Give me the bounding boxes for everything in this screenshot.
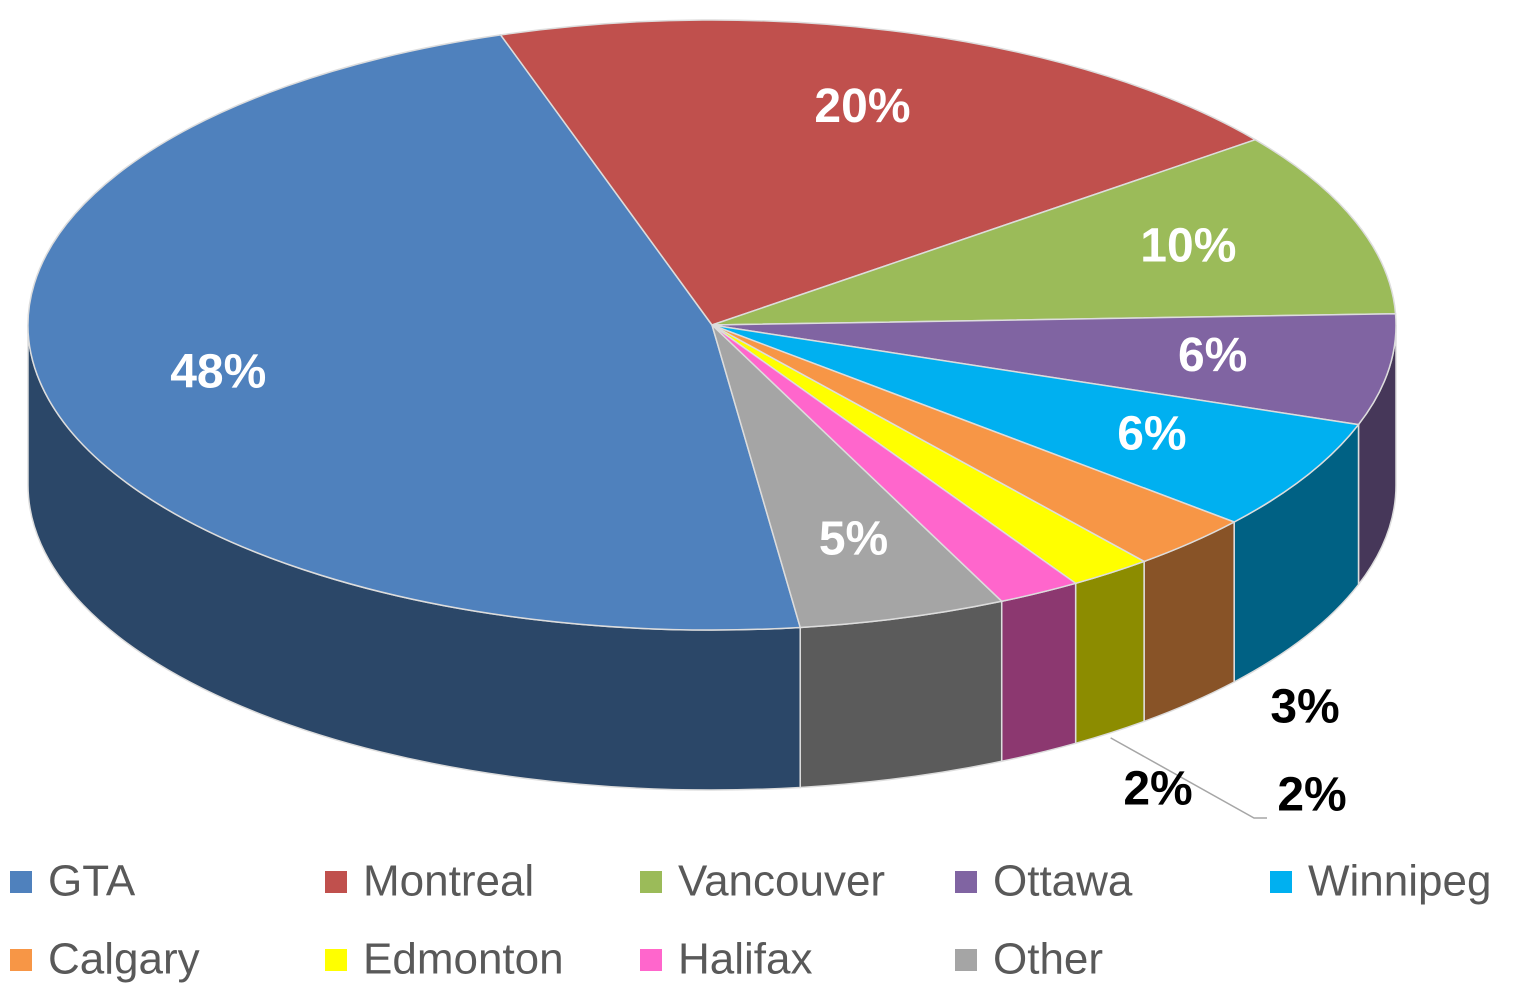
slice-side xyxy=(799,600,1003,789)
data-label: 48% xyxy=(170,345,266,398)
leader-line xyxy=(1110,737,1267,819)
legend-swatch xyxy=(10,871,32,893)
legend-label: Montreal xyxy=(363,857,534,906)
slice xyxy=(711,138,1397,326)
data-label: 2% xyxy=(1277,769,1346,822)
legend-swatch xyxy=(325,949,347,971)
legend-swatch xyxy=(1270,871,1292,893)
data-label: 5% xyxy=(819,512,888,565)
legend-swatch xyxy=(325,871,347,893)
slice xyxy=(27,34,802,631)
legend-label: Ottawa xyxy=(993,857,1133,906)
legend-swatch xyxy=(10,949,32,971)
data-label: 10% xyxy=(1140,219,1236,272)
legend-label: Vancouver xyxy=(678,857,885,906)
legend-swatch xyxy=(955,949,977,971)
legend-label: Other xyxy=(993,935,1103,984)
data-label: 6% xyxy=(1117,407,1186,460)
legend-swatch xyxy=(640,871,662,893)
data-label: 3% xyxy=(1270,681,1339,734)
slice xyxy=(710,322,1004,629)
legend-label: Winnipeg xyxy=(1308,857,1491,906)
slice xyxy=(499,19,1258,326)
data-label: 2% xyxy=(1123,763,1192,816)
data-label: 20% xyxy=(814,80,910,133)
legend-swatch xyxy=(955,871,977,893)
slice xyxy=(711,324,1360,523)
data-label: 6% xyxy=(1178,329,1247,382)
slice xyxy=(711,312,1397,426)
legend-label: GTA xyxy=(48,857,136,906)
legend-label: Edmonton xyxy=(363,935,564,984)
slice-side xyxy=(1074,560,1145,745)
legend-label: Halifax xyxy=(678,935,813,984)
slice-side xyxy=(1000,582,1077,763)
legend-swatch xyxy=(640,949,662,971)
legend-label: Calgary xyxy=(48,935,200,984)
